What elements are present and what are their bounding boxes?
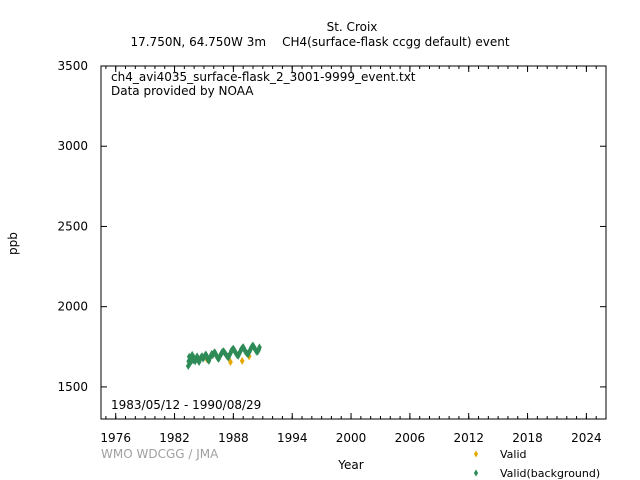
period-annotation: 1983/05/12 - 1990/08/29: [111, 398, 261, 412]
chart-station-title: St. Croix: [326, 20, 378, 34]
x-tick-label: 1988: [218, 431, 249, 445]
x-tick-label: 1994: [277, 431, 308, 445]
plot-frame: [100, 65, 607, 420]
valid-background-point: [189, 350, 195, 359]
location-label: 17.750N, 64.750W 3m: [130, 35, 267, 49]
chart-subtitle: 17.750N, 64.750W 3m CH4(surface-flask ccg…: [0, 35, 640, 50]
x-axis-label: Year: [338, 458, 364, 472]
legend-marker: [473, 469, 479, 477]
y-tick-label: 2500: [57, 219, 88, 233]
y-tick-label: 3500: [57, 59, 88, 73]
legend-label: Valid: [500, 448, 527, 461]
file-annotation: ch4_avi4035_surface-flask_2_3001-9999_ev…: [111, 70, 416, 84]
legend-marker: [473, 450, 479, 458]
y-tick-label: 3000: [57, 139, 88, 153]
x-tick-label: 2012: [453, 431, 484, 445]
x-tick-label: 1976: [100, 431, 131, 445]
valid-background-point: [191, 354, 197, 363]
species-label: CH4(surface-flask ccgg default) event: [282, 35, 510, 49]
valid-background-point: [228, 349, 233, 358]
x-tick-label: 2000: [336, 431, 367, 445]
valid-background-point: [186, 357, 192, 366]
valid-point: [239, 356, 245, 365]
y-tick-label: 2000: [57, 300, 88, 314]
legend-label: Valid(background): [500, 467, 600, 480]
credit-text: WMO WDCGG / JMA: [101, 447, 219, 461]
valid-background-point: [193, 354, 199, 363]
x-tick-label: 2018: [512, 431, 543, 445]
y-tick-label: 1500: [57, 380, 88, 394]
valid-background-point: [206, 356, 212, 365]
valid-background-point: [204, 352, 210, 361]
provider-annotation: Data provided by NOAA: [111, 84, 254, 98]
x-tick-label: 2024: [571, 431, 602, 445]
x-tick-label: 1982: [159, 431, 190, 445]
x-tick-label: 2006: [395, 431, 426, 445]
legend: Valid Valid(background): [473, 448, 600, 480]
valid-background-point: [257, 343, 262, 352]
